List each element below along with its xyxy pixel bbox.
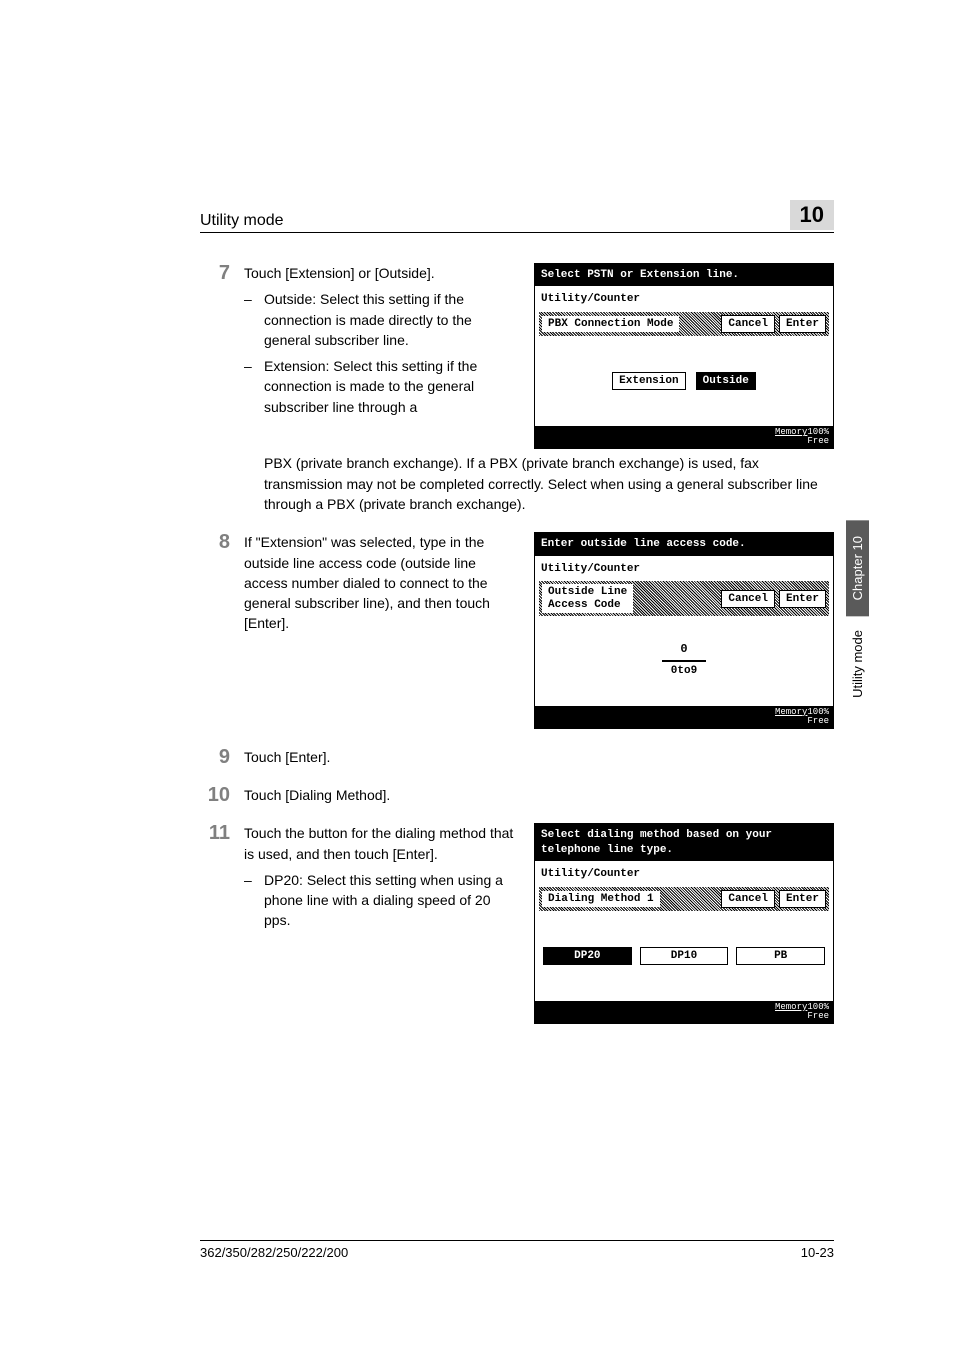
header-title: Utility mode — [200, 212, 284, 230]
access-code-range: 0to9 — [671, 664, 697, 680]
lcd-prompt: Select PSTN or Extension line. — [535, 264, 833, 286]
bullet-dash: – — [244, 870, 264, 931]
lcd-breadcrumb: Utility/Counter — [535, 286, 833, 312]
bullet-dash: – — [244, 289, 264, 350]
footer-left: 362/350/282/250/222/200 — [200, 1245, 348, 1260]
lcd-breadcrumb: Utility/Counter — [535, 861, 833, 887]
step-number: 10 — [200, 785, 244, 805]
lcd-panel-access-code: Enter outside line access code. Utility/… — [534, 532, 834, 728]
step-11: 11 Touch the button for the dialing meth… — [200, 823, 834, 1024]
lcd-memory-status: Memory100%Free — [535, 1001, 833, 1023]
step-11-bullet-1: DP20: Select this setting when using a p… — [264, 870, 514, 931]
step-number: 9 — [200, 747, 244, 767]
step-7-continuation: PBX (private branch exchange). If a PBX … — [244, 453, 834, 514]
step-8: 8 If "Extension" was selected, type in t… — [200, 532, 834, 728]
lcd-panel-dialing-method: Select dialing method based on your tele… — [534, 823, 834, 1024]
chapter-number-box: 10 — [790, 200, 834, 230]
lcd-bar-label: Dialing Method 1 — [542, 891, 660, 907]
dp20-button[interactable]: DP20 — [543, 947, 632, 965]
lcd-breadcrumb: Utility/Counter — [535, 556, 833, 582]
step-7-intro: Touch [Extension] or [Outside]. — [244, 263, 514, 283]
step-9: 9 Touch [Enter]. — [200, 747, 834, 767]
side-tab-mode: Utility mode — [850, 630, 865, 698]
step-10-text: Touch [Dialing Method]. — [244, 785, 834, 805]
extension-button[interactable]: Extension — [612, 372, 685, 390]
cancel-button[interactable]: Cancel — [721, 890, 775, 908]
step-10: 10 Touch [Dialing Method]. — [200, 785, 834, 805]
dp10-button[interactable]: DP10 — [640, 947, 729, 965]
lcd-prompt: Select dialing method based on your tele… — [535, 824, 833, 861]
step-11-intro: Touch the button for the dialing method … — [244, 823, 514, 864]
step-9-text: Touch [Enter]. — [244, 747, 834, 767]
side-tab-chapter: Chapter 10 — [846, 520, 869, 616]
step-7: 7 Touch [Extension] or [Outside]. – Outs… — [200, 263, 834, 514]
bullet-dash: – — [244, 356, 264, 417]
lcd-panel-pbx: Select PSTN or Extension line. Utility/C… — [534, 263, 834, 449]
lcd-bar-label: PBX Connection Mode — [542, 316, 679, 332]
cancel-button[interactable]: Cancel — [721, 590, 775, 608]
outside-button[interactable]: Outside — [696, 372, 756, 390]
page-footer: 362/350/282/250/222/200 10-23 — [200, 1240, 834, 1260]
lcd-prompt: Enter outside line access code. — [535, 533, 833, 555]
step-number: 7 — [200, 263, 244, 283]
enter-button[interactable]: Enter — [779, 890, 826, 908]
step-number: 8 — [200, 532, 244, 552]
pb-button[interactable]: PB — [736, 947, 825, 965]
enter-button[interactable]: Enter — [779, 315, 826, 333]
side-tab: Chapter 10 Utility mode — [846, 520, 869, 698]
cancel-button[interactable]: Cancel — [721, 315, 775, 333]
step-number: 11 — [200, 823, 244, 843]
step-7-bullet-1: Outside: Select this setting if the conn… — [264, 289, 514, 350]
step-7-bullet-2: Extension: Select this setting if the co… — [264, 356, 514, 417]
page-header: Utility mode 10 — [200, 200, 834, 233]
access-code-value: 0 — [662, 641, 705, 661]
step-8-text: If "Extension" was selected, type in the… — [244, 532, 514, 633]
lcd-bar-label: Outside Line Access Code — [542, 584, 633, 612]
enter-button[interactable]: Enter — [779, 590, 826, 608]
lcd-memory-status: Memory100%Free — [535, 706, 833, 728]
footer-right: 10-23 — [801, 1245, 834, 1260]
lcd-memory-status: Memory100%Free — [535, 426, 833, 448]
